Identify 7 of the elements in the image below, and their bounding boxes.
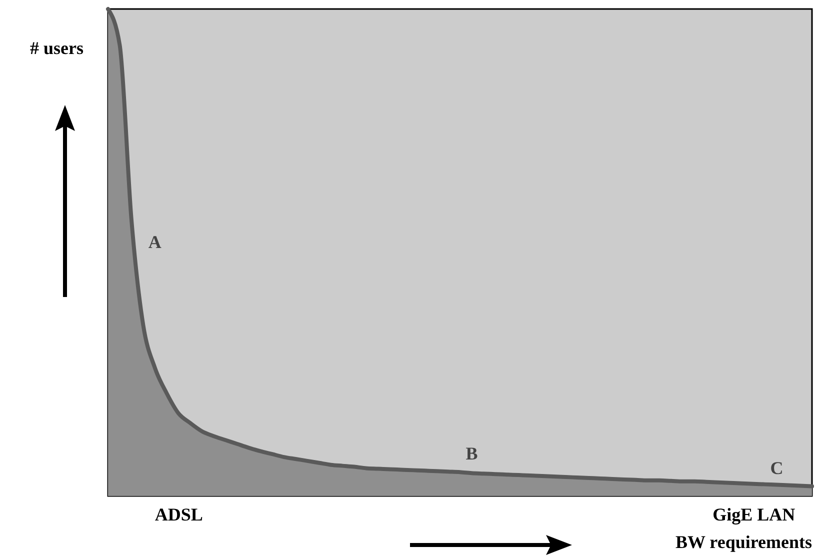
annotation: C <box>770 458 784 478</box>
annotation: A <box>148 232 162 252</box>
x-tick-label: GigE LAN <box>712 504 796 524</box>
y-axis-title: # users <box>30 38 84 59</box>
annotation: B <box>466 444 478 464</box>
x-axis-title: BW requirements <box>675 532 812 553</box>
x-tick-label: ADSL <box>154 504 203 524</box>
